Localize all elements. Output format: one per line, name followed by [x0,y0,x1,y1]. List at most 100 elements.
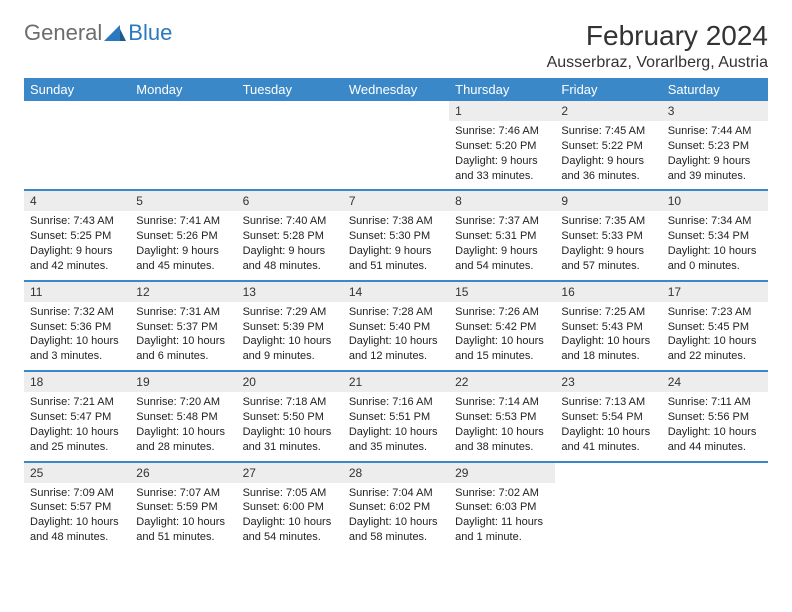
calendar-cell: 5Sunrise: 7:41 AMSunset: 5:26 PMDaylight… [130,190,236,280]
day-data: Sunrise: 7:35 AMSunset: 5:33 PMDaylight:… [555,211,661,279]
day-data: Sunrise: 7:20 AMSunset: 5:48 PMDaylight:… [130,392,236,460]
day-data: Sunrise: 7:26 AMSunset: 5:42 PMDaylight:… [449,302,555,370]
day-data: Sunrise: 7:38 AMSunset: 5:30 PMDaylight:… [343,211,449,279]
day-sunset: Sunset: 5:59 PM [136,500,230,515]
day-d1: Daylight: 9 hours [455,244,549,259]
day-sunrise: Sunrise: 7:40 AM [243,214,337,229]
day-d2: and 48 minutes. [243,259,337,274]
day-d1: Daylight: 10 hours [243,334,337,349]
calendar-cell: 24Sunrise: 7:11 AMSunset: 5:56 PMDayligh… [662,371,768,461]
day-number: 10 [662,191,768,211]
day-sunset: Sunset: 5:22 PM [561,139,655,154]
day-sunset: Sunset: 5:30 PM [349,229,443,244]
day-header: Friday [555,78,661,101]
day-number: 27 [237,463,343,483]
day-number: 22 [449,372,555,392]
title-block: February 2024 Ausserbraz, Vorarlberg, Au… [547,20,768,72]
month-title: February 2024 [547,20,768,52]
day-number: 5 [130,191,236,211]
calendar-cell: 13Sunrise: 7:29 AMSunset: 5:39 PMDayligh… [237,281,343,371]
day-number: 20 [237,372,343,392]
calendar-row: 18Sunrise: 7:21 AMSunset: 5:47 PMDayligh… [24,371,768,461]
day-header-row: Sunday Monday Tuesday Wednesday Thursday… [24,78,768,101]
calendar-cell: 17Sunrise: 7:23 AMSunset: 5:45 PMDayligh… [662,281,768,371]
day-sunrise: Sunrise: 7:14 AM [455,395,549,410]
day-sunrise: Sunrise: 7:46 AM [455,124,549,139]
day-sunset: Sunset: 5:57 PM [30,500,124,515]
day-d1: Daylight: 10 hours [668,334,762,349]
day-d2: and 6 minutes. [136,349,230,364]
day-d1: Daylight: 11 hours [455,515,549,530]
calendar-cell: 16Sunrise: 7:25 AMSunset: 5:43 PMDayligh… [555,281,661,371]
day-sunset: Sunset: 5:47 PM [30,410,124,425]
day-number: 28 [343,463,449,483]
calendar-cell [662,462,768,551]
day-number: 29 [449,463,555,483]
day-number: 21 [343,372,449,392]
day-d1: Daylight: 10 hours [455,334,549,349]
day-d1: Daylight: 10 hours [668,244,762,259]
day-data: Sunrise: 7:43 AMSunset: 5:25 PMDaylight:… [24,211,130,279]
day-data: Sunrise: 7:21 AMSunset: 5:47 PMDaylight:… [24,392,130,460]
day-d1: Daylight: 10 hours [136,515,230,530]
day-sunrise: Sunrise: 7:34 AM [668,214,762,229]
day-d2: and 0 minutes. [668,259,762,274]
day-sunset: Sunset: 5:36 PM [30,320,124,335]
calendar-cell: 11Sunrise: 7:32 AMSunset: 5:36 PMDayligh… [24,281,130,371]
day-d2: and 33 minutes. [455,169,549,184]
day-number: 6 [237,191,343,211]
calendar-cell: 6Sunrise: 7:40 AMSunset: 5:28 PMDaylight… [237,190,343,280]
day-d2: and 9 minutes. [243,349,337,364]
day-data: Sunrise: 7:13 AMSunset: 5:54 PMDaylight:… [555,392,661,460]
day-sunset: Sunset: 5:25 PM [30,229,124,244]
day-d2: and 54 minutes. [243,530,337,545]
calendar-cell: 8Sunrise: 7:37 AMSunset: 5:31 PMDaylight… [449,190,555,280]
day-d2: and 3 minutes. [30,349,124,364]
calendar-cell: 14Sunrise: 7:28 AMSunset: 5:40 PMDayligh… [343,281,449,371]
day-sunrise: Sunrise: 7:41 AM [136,214,230,229]
location: Ausserbraz, Vorarlberg, Austria [547,54,768,72]
calendar-row: 25Sunrise: 7:09 AMSunset: 5:57 PMDayligh… [24,462,768,551]
day-data: Sunrise: 7:31 AMSunset: 5:37 PMDaylight:… [130,302,236,370]
day-sunrise: Sunrise: 7:18 AM [243,395,337,410]
day-number: 9 [555,191,661,211]
calendar-cell: 3Sunrise: 7:44 AMSunset: 5:23 PMDaylight… [662,101,768,190]
day-d2: and 38 minutes. [455,440,549,455]
day-d1: Daylight: 10 hours [668,425,762,440]
calendar-cell [130,101,236,190]
day-sunset: Sunset: 5:51 PM [349,410,443,425]
day-sunrise: Sunrise: 7:43 AM [30,214,124,229]
day-header: Monday [130,78,236,101]
day-d1: Daylight: 9 hours [349,244,443,259]
day-sunrise: Sunrise: 7:13 AM [561,395,655,410]
day-sunrise: Sunrise: 7:11 AM [668,395,762,410]
day-sunset: Sunset: 5:20 PM [455,139,549,154]
calendar-cell: 7Sunrise: 7:38 AMSunset: 5:30 PMDaylight… [343,190,449,280]
day-data: Sunrise: 7:40 AMSunset: 5:28 PMDaylight:… [237,211,343,279]
day-sunrise: Sunrise: 7:44 AM [668,124,762,139]
calendar-cell: 27Sunrise: 7:05 AMSunset: 6:00 PMDayligh… [237,462,343,551]
calendar-cell: 20Sunrise: 7:18 AMSunset: 5:50 PMDayligh… [237,371,343,461]
day-data: Sunrise: 7:07 AMSunset: 5:59 PMDaylight:… [130,483,236,551]
day-header: Saturday [662,78,768,101]
logo-text-general: General [24,20,102,46]
day-d2: and 41 minutes. [561,440,655,455]
day-sunset: Sunset: 5:54 PM [561,410,655,425]
day-d2: and 54 minutes. [455,259,549,274]
day-data: Sunrise: 7:11 AMSunset: 5:56 PMDaylight:… [662,392,768,460]
day-number: 7 [343,191,449,211]
day-number: 3 [662,101,768,121]
day-data: Sunrise: 7:25 AMSunset: 5:43 PMDaylight:… [555,302,661,370]
day-number: 11 [24,282,130,302]
day-d1: Daylight: 10 hours [136,425,230,440]
day-sunrise: Sunrise: 7:37 AM [455,214,549,229]
day-data: Sunrise: 7:29 AMSunset: 5:39 PMDaylight:… [237,302,343,370]
day-d2: and 39 minutes. [668,169,762,184]
day-d2: and 35 minutes. [349,440,443,455]
day-data: Sunrise: 7:37 AMSunset: 5:31 PMDaylight:… [449,211,555,279]
day-sunset: Sunset: 5:37 PM [136,320,230,335]
day-d1: Daylight: 10 hours [243,425,337,440]
calendar-cell: 29Sunrise: 7:02 AMSunset: 6:03 PMDayligh… [449,462,555,551]
day-data: Sunrise: 7:04 AMSunset: 6:02 PMDaylight:… [343,483,449,551]
day-sunset: Sunset: 5:23 PM [668,139,762,154]
